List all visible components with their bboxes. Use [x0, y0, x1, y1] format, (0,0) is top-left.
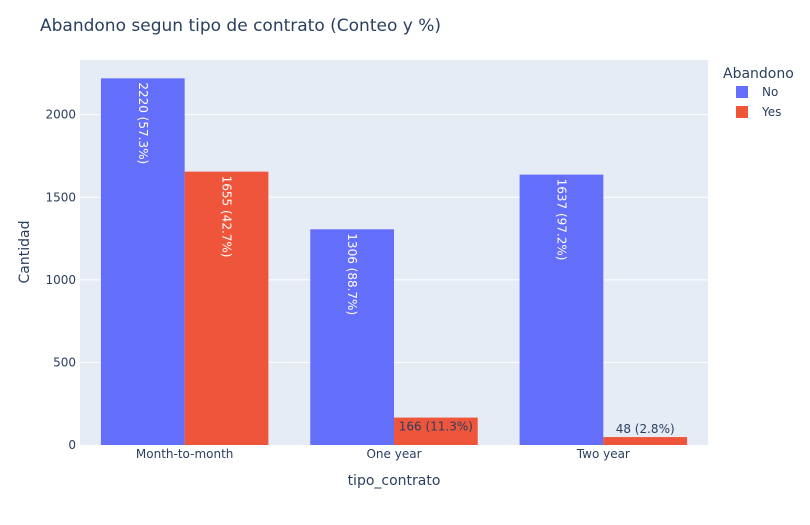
bar-no: [310, 229, 394, 445]
bar-yes: [184, 171, 269, 445]
legend: Abandono No Yes: [723, 66, 794, 119]
y-tick-label: 0: [68, 438, 76, 452]
ticks: 0 500 1000 1500 2000 Month-to-month One year Tw…: [45, 108, 629, 461]
legend-label-yes[interactable]: Yes: [761, 105, 781, 119]
bar-value-label: 2220 (57.3%): [136, 82, 150, 164]
legend-title: Abandono: [723, 66, 794, 82]
bar-no: [519, 174, 604, 445]
bar-yes: [603, 437, 688, 445]
bar-value-label: 1306 (88.7%): [345, 233, 359, 315]
bars: 2220 (57.3%) 1655 (42.7%) 1306 (88.7%) 166 …: [100, 78, 688, 445]
legend-label-no[interactable]: No: [762, 85, 778, 99]
legend-swatch-no[interactable]: [736, 86, 748, 98]
x-axis-title: tipo_contrato: [348, 473, 441, 489]
bar-value-label: 166 (11.3%): [399, 420, 473, 434]
bar-yes: [394, 417, 478, 445]
bar-value-label: 48 (2.8%): [616, 422, 675, 436]
y-tick-label: 2000: [45, 108, 76, 122]
y-tick-label: 500: [53, 355, 76, 369]
y-tick-label: 1500: [45, 190, 76, 204]
y-axis-title: Cantidad: [17, 221, 33, 284]
bar-no: [100, 78, 185, 445]
bar-value-label: 1637 (97.2%): [554, 179, 568, 261]
x-tick-label: One year: [366, 447, 421, 461]
x-tick-label: Two year: [576, 447, 630, 461]
x-tick-label: Month-to-month: [136, 447, 234, 461]
y-tick-label: 1000: [45, 273, 76, 287]
chart-title: Abandono segun tipo de contrato (Conteo …: [40, 16, 441, 36]
bar-value-label: 1655 (42.7%): [220, 176, 234, 258]
legend-swatch-yes[interactable]: [736, 106, 748, 118]
